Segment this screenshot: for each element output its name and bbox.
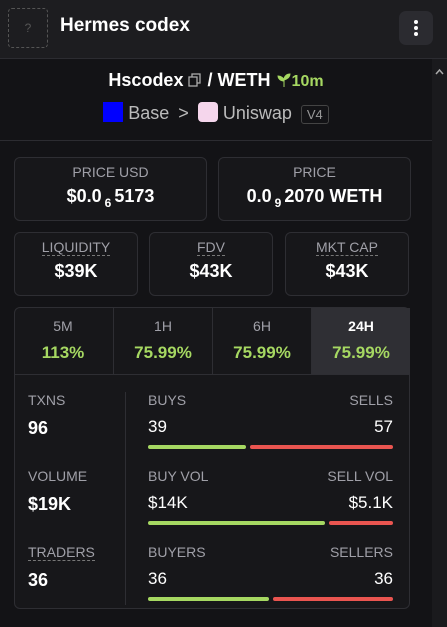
chain-icon — [103, 102, 124, 122]
stat-label: TXNS — [28, 392, 65, 408]
metric-label: LIQUIDITY — [15, 239, 137, 256]
split-right-label: SELLERS — [329, 544, 393, 560]
copy-icon[interactable] — [188, 73, 202, 87]
stat-label-text: TXNS — [28, 392, 66, 408]
sell-bar — [272, 597, 393, 601]
quote: WETH — [217, 70, 271, 90]
price-zeros: 9 — [274, 196, 282, 210]
time-tab[interactable]: 5M 113% — [14, 308, 112, 374]
price-value: $0.0 6 5173 — [15, 186, 206, 210]
metric-label-text: LIQUIDITY — [41, 239, 111, 256]
divider — [125, 392, 126, 605]
price-value: 0.0 9 2070 WETH — [219, 186, 410, 210]
stat-value: 36 — [28, 570, 49, 590]
split-right-value: 36 — [374, 569, 393, 588]
price-label: PRICE — [293, 164, 336, 180]
version: V4 — [300, 105, 329, 124]
price-lead: 0.0 — [246, 186, 272, 206]
split-left-label: BUYS — [148, 392, 187, 408]
stat-value: 96 — [28, 418, 49, 438]
buy-bar — [148, 445, 246, 449]
metric-value: $43K — [325, 261, 369, 281]
tab-change: 75.99% — [332, 343, 390, 362]
separator: / — [207, 70, 213, 90]
metric-label: MKT CAP — [286, 239, 408, 256]
price-rest: 5173 — [114, 186, 155, 206]
divider — [14, 374, 410, 375]
tab-change: 75.99% — [233, 343, 291, 362]
metric-card: MKT CAP $43K — [285, 232, 409, 296]
split-right-value: 57 — [374, 417, 393, 436]
chain-line: Base > Uniswap V4 — [0, 102, 432, 124]
stat-label-text: TRADERS — [28, 544, 95, 561]
time-tab[interactable]: 6H 75.99% — [212, 308, 311, 374]
metric-value: $43K — [189, 261, 233, 281]
split-right-label: SELL VOL — [327, 468, 393, 484]
tab-label: 5M — [53, 318, 73, 334]
dex-icon — [197, 102, 218, 122]
metric-card: FDV $43K — [149, 232, 273, 296]
dex: Uniswap — [222, 103, 292, 123]
age: 10m — [291, 73, 324, 90]
price-zeros: 6 — [104, 196, 112, 210]
sell-bar — [328, 521, 393, 525]
tab-label: 24H — [348, 318, 374, 334]
tab-label: 1H — [154, 318, 172, 334]
tab-change: 75.99% — [134, 343, 192, 362]
metric-label: FDV — [150, 239, 272, 256]
scrollbar[interactable] — [432, 59, 447, 627]
price-card: PRICE 0.0 9 2070 WETH — [218, 157, 411, 221]
token-icon: ? — [8, 8, 48, 48]
stat-value: $19K — [28, 494, 72, 514]
stat-label: VOLUME — [28, 468, 87, 484]
split-right-label: SELLS — [349, 392, 393, 408]
menu-button[interactable] — [399, 11, 433, 45]
price-card: PRICE USD $0.0 6 5173 — [14, 157, 207, 221]
stat-label-text: VOLUME — [28, 468, 88, 484]
tab-label: 6H — [253, 318, 271, 334]
price-rest: 2070 WETH — [284, 186, 383, 206]
split-right-value: $5.1K — [348, 493, 393, 512]
tab-change: 113% — [41, 343, 85, 362]
sell-bar — [249, 445, 393, 449]
metric-label-text: FDV — [197, 239, 225, 256]
split-left-label: BUY VOL — [148, 468, 209, 484]
split-left-value: $14K — [148, 493, 188, 512]
sprout-icon — [277, 73, 291, 87]
split-left-value: 36 — [148, 569, 167, 588]
split-left-label: BUYERS — [148, 544, 206, 560]
buy-bar — [148, 597, 269, 601]
time-tab[interactable]: 1H 75.99% — [113, 308, 212, 374]
arrow: > — [178, 103, 189, 123]
divider — [0, 140, 432, 141]
time-tab[interactable]: 24H 75.99% — [311, 308, 410, 374]
chain: Base — [128, 103, 170, 123]
metric-value: $39K — [54, 261, 98, 281]
header: ? Hermes codex — [0, 0, 447, 59]
pair: Hscodex / WETH 10m — [0, 70, 432, 91]
price-label: PRICE USD — [72, 164, 149, 180]
metric-label-text: MKT CAP — [316, 239, 378, 256]
buy-bar — [148, 521, 325, 525]
title: Hermes codex — [60, 15, 190, 36]
split-left-value: 39 — [148, 417, 167, 436]
token-name: Hscodex — [108, 70, 184, 90]
metric-card: LIQUIDITY $39K — [14, 232, 138, 296]
price-lead: $0.0 — [66, 186, 102, 206]
stat-label: TRADERS — [28, 544, 95, 561]
